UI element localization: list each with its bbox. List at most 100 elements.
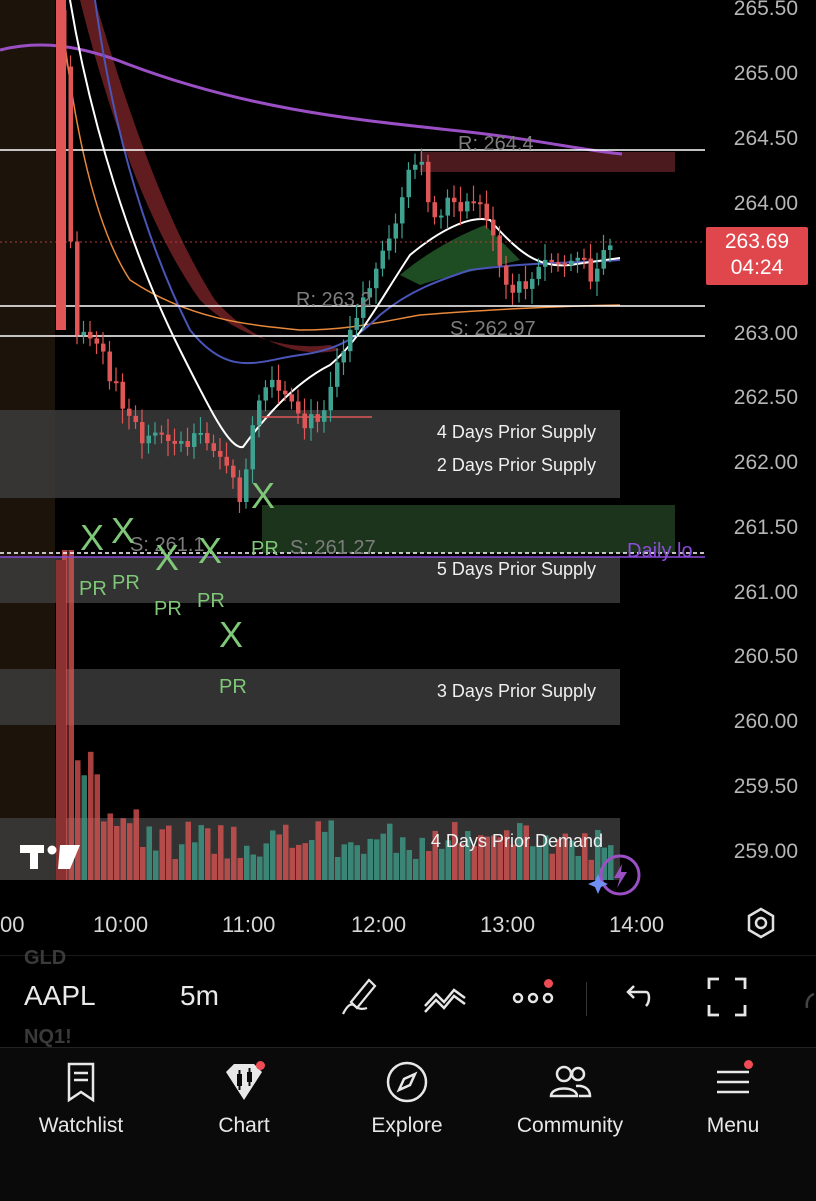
time-axis-label: 12:00 bbox=[351, 912, 407, 937]
volume-bar bbox=[75, 760, 81, 880]
bottom-tab-bar bbox=[0, 1047, 816, 1201]
candle-body bbox=[361, 297, 366, 318]
volume-bar bbox=[562, 833, 568, 880]
volume-bar bbox=[504, 830, 510, 880]
volume-bar bbox=[107, 813, 113, 880]
candle-body bbox=[419, 161, 424, 165]
volume-bar bbox=[374, 839, 380, 880]
candle-body bbox=[172, 440, 177, 444]
candle-body bbox=[56, 0, 66, 330]
volume-bar bbox=[198, 825, 204, 880]
candle-body bbox=[354, 317, 359, 330]
volume-bar bbox=[120, 818, 126, 880]
draw-icon[interactable] bbox=[333, 972, 383, 1022]
volume-bar bbox=[114, 826, 120, 880]
symbol-selector[interactable]: AAPL bbox=[24, 980, 96, 1011]
candle-body bbox=[328, 386, 333, 411]
scroll-more-icon[interactable] bbox=[800, 990, 816, 1010]
ai-assistant-icon[interactable] bbox=[588, 854, 641, 896]
chart-toolbar: GLD NQ1! bbox=[0, 947, 816, 1048]
volume-bar bbox=[56, 560, 66, 880]
candles bbox=[56, 0, 613, 513]
time-axis-label: 13:00 bbox=[480, 912, 536, 937]
people-icon bbox=[549, 1065, 592, 1098]
tab-chart[interactable]: Chart bbox=[169, 1058, 319, 1138]
zone-label: 2 Days Prior Supply bbox=[437, 455, 596, 475]
candle-body bbox=[510, 284, 515, 293]
volume-bar bbox=[244, 845, 250, 880]
time-axis-label: 14:00 bbox=[609, 912, 665, 937]
candles-icon bbox=[226, 1064, 262, 1100]
ma-white-line bbox=[69, 0, 621, 449]
more-icon[interactable] bbox=[508, 972, 558, 1022]
tab-label: Explore bbox=[371, 1114, 443, 1137]
volume-bars bbox=[56, 550, 614, 880]
candle-body bbox=[387, 238, 392, 251]
candle-body bbox=[497, 235, 502, 266]
chart-settings-icon[interactable] bbox=[744, 906, 778, 940]
volume-bar bbox=[68, 550, 74, 880]
chart-canvas[interactable]: R: 264.4 R: 263.2 S: 262.97 S: 261.27 S:… bbox=[0, 0, 816, 955]
candle-body bbox=[276, 379, 281, 391]
price-axis-label: 260.00 bbox=[733, 710, 798, 733]
price-axis-label: 265.00 bbox=[733, 62, 798, 85]
volume-bar bbox=[478, 835, 484, 880]
time-axis-label: 10:00 bbox=[93, 912, 149, 937]
candle-body bbox=[432, 202, 437, 218]
volume-bar bbox=[465, 831, 471, 880]
fullscreen-icon[interactable] bbox=[702, 972, 752, 1022]
volume-bar bbox=[387, 823, 393, 880]
volume-bar bbox=[127, 823, 133, 880]
volume-bar bbox=[575, 856, 581, 880]
candle-body bbox=[393, 223, 398, 239]
volume-bar bbox=[302, 843, 308, 880]
tab-watchlist[interactable]: Watchlist bbox=[6, 1058, 156, 1138]
zone-label: 5 Days Prior Supply bbox=[437, 559, 596, 579]
price-axis-label: 259.00 bbox=[733, 840, 798, 863]
candle-body bbox=[413, 164, 418, 170]
x-marker: X bbox=[198, 530, 222, 571]
volume-bar bbox=[380, 833, 386, 880]
candle-body bbox=[127, 408, 132, 416]
zone-label: 3 Days Prior Supply bbox=[437, 681, 596, 701]
label-daily-low: Daily lo bbox=[627, 540, 693, 562]
volume-bar bbox=[146, 826, 152, 880]
volume-bar bbox=[328, 820, 334, 880]
x-marker: X bbox=[251, 475, 275, 516]
interval-selector[interactable]: 5m bbox=[180, 980, 219, 1011]
volume-bar bbox=[348, 842, 354, 880]
ghost-symbol-above: GLD bbox=[24, 947, 67, 969]
candle-body bbox=[504, 265, 509, 285]
pr-marker: PR bbox=[154, 598, 182, 620]
pr-marker: PR bbox=[251, 538, 279, 560]
compass-icon bbox=[386, 1061, 428, 1103]
undo-icon[interactable] bbox=[612, 972, 662, 1022]
candle-body bbox=[250, 425, 255, 470]
time-axis-label: 11:00 bbox=[222, 912, 276, 937]
candle-body bbox=[380, 250, 385, 269]
candle-body bbox=[133, 415, 138, 423]
time-axis-label: 00 bbox=[0, 912, 25, 937]
zone-label: 4 Days Prior Demand bbox=[431, 831, 603, 851]
volume-bar bbox=[536, 845, 542, 880]
tab-menu[interactable]: Menu bbox=[658, 1058, 808, 1138]
volume-bar bbox=[309, 840, 315, 880]
pr-marker: PR bbox=[197, 590, 225, 612]
tab-community[interactable]: Community bbox=[495, 1058, 645, 1138]
price-chart[interactable]: R: 264.4 R: 263.2 S: 262.97 S: 261.27 S:… bbox=[0, 0, 816, 955]
volume-bar bbox=[140, 847, 146, 880]
volume-bar bbox=[172, 859, 178, 880]
tab-explore[interactable]: Explore bbox=[332, 1058, 482, 1138]
volume-bar bbox=[250, 854, 256, 880]
ma-orange-line bbox=[59, 0, 621, 331]
candle-body bbox=[296, 401, 301, 414]
volume-bar bbox=[458, 843, 464, 880]
indicators-icon[interactable] bbox=[420, 972, 470, 1022]
volume-bar bbox=[289, 847, 295, 880]
volume-bar bbox=[367, 838, 373, 880]
markers: X X X X X X PR PR PR PR PR PR bbox=[79, 475, 279, 698]
candle-body bbox=[478, 202, 483, 205]
volume-bar bbox=[185, 821, 191, 880]
candle-body bbox=[179, 441, 184, 444]
volume-bar bbox=[257, 856, 263, 880]
